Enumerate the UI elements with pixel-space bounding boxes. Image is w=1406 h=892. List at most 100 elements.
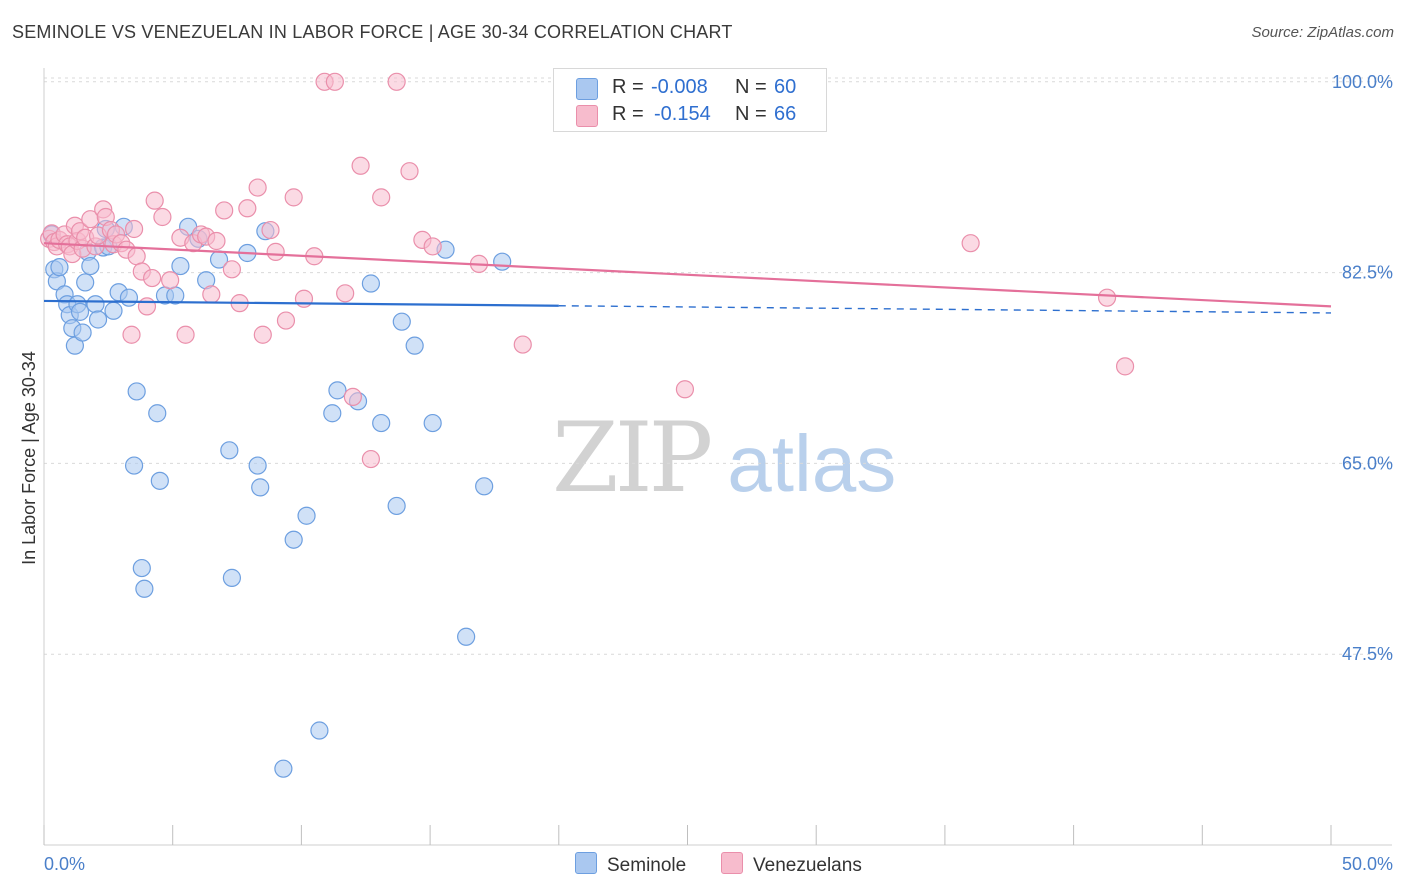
seminole-point[interactable]	[284, 530, 303, 549]
seminole-point[interactable]	[86, 295, 105, 314]
seminole-point[interactable]	[493, 252, 512, 271]
seminole-point[interactable]	[70, 302, 90, 321]
venezuelan-point[interactable]	[387, 72, 406, 91]
legend-row-venezuelans: R = -0.154 N = 66	[554, 101, 826, 129]
axes	[43, 68, 1392, 846]
chart-title: SEMINOLE VS VENEZUELAN IN LABOR FORCE | …	[12, 22, 733, 42]
y-tick-label: 47.5%	[1342, 644, 1393, 664]
y-tick-label: 100.0%	[1332, 72, 1393, 92]
seminole-point[interactable]	[148, 404, 167, 423]
venezuelan-point[interactable]	[248, 178, 267, 197]
seminole-point[interactable]	[405, 336, 424, 355]
seminole-point[interactable]	[88, 310, 108, 329]
x-tick-label-min: 0.0%	[44, 854, 85, 874]
venezuelan-point[interactable]	[1097, 288, 1117, 307]
venezuelan-point[interactable]	[266, 242, 285, 261]
series-seminole	[42, 217, 512, 778]
seminole-point[interactable]	[222, 568, 242, 587]
venezuelan-point[interactable]	[1115, 357, 1135, 376]
seminole-point[interactable]	[127, 382, 146, 401]
seminole-point[interactable]	[323, 404, 342, 423]
seminole-point[interactable]	[81, 256, 100, 276]
venezuelan-point[interactable]	[400, 162, 419, 181]
venezuelan-point[interactable]	[423, 237, 442, 256]
venezuelan-point[interactable]	[238, 199, 257, 218]
seminole-point[interactable]	[457, 627, 476, 646]
r-value: -0.008	[651, 76, 708, 98]
r-label: R =	[612, 103, 644, 125]
seminole-point[interactable]	[251, 478, 270, 497]
series-venezuelans	[40, 72, 1135, 469]
venezuelan-point[interactable]	[294, 289, 314, 308]
r-label: R =	[612, 76, 644, 98]
seminole-point[interactable]	[248, 456, 267, 475]
venezuelan-point[interactable]	[675, 380, 695, 399]
seminole-point[interactable]	[171, 256, 190, 276]
y-tick-label: 65.0%	[1342, 453, 1393, 473]
venezuelan-point[interactable]	[372, 188, 391, 207]
grid-lines	[44, 77, 1392, 655]
seminole-point[interactable]	[132, 558, 151, 578]
venezuelan-point[interactable]	[284, 188, 303, 207]
legend-item-venezuelans[interactable]: Venezuelans	[721, 852, 862, 877]
seminole-point[interactable]	[423, 413, 442, 433]
seminole-point[interactable]	[372, 413, 391, 433]
n-label: N =	[735, 103, 767, 125]
venezuelan-point[interactable]	[215, 201, 234, 220]
venezuelan-point[interactable]	[336, 284, 355, 303]
venezuelan-point[interactable]	[361, 449, 380, 469]
seminole-point[interactable]	[76, 273, 95, 292]
seminole-point[interactable]	[392, 312, 411, 331]
seminole-point[interactable]	[124, 456, 144, 475]
r-value: -0.154	[654, 103, 711, 125]
venezuelan-point[interactable]	[222, 260, 242, 279]
venezuelan-point[interactable]	[161, 271, 180, 290]
legend-item-seminole[interactable]: Seminole	[575, 852, 686, 877]
seminole-point[interactable]	[104, 301, 123, 320]
venezuelan-point[interactable]	[343, 387, 362, 406]
venezuelan-trend-line	[43, 242, 1332, 308]
seminole-point[interactable]	[475, 477, 494, 496]
venezuelan-point[interactable]	[145, 191, 164, 210]
venezuelan-point[interactable]	[325, 72, 344, 91]
n-label: N =	[735, 76, 767, 98]
seminole-point[interactable]	[135, 579, 154, 598]
venezuelan-point[interactable]	[202, 285, 221, 304]
legend-label-venezuelans: Venezuelans	[753, 855, 862, 876]
y-axis-label: In Labor Force | Age 30-34	[19, 351, 39, 565]
venezuelan-point[interactable]	[122, 325, 141, 344]
seminole-point[interactable]	[50, 258, 69, 277]
seminole-point[interactable]	[220, 441, 239, 460]
venezuelan-point[interactable]	[124, 219, 144, 239]
venezuelan-point[interactable]	[207, 231, 226, 251]
seminole-point[interactable]	[328, 381, 347, 400]
venezuelan-point[interactable]	[143, 268, 162, 288]
seminole-point[interactable]	[387, 496, 406, 516]
venezuelan-point[interactable]	[261, 220, 280, 240]
legend-row-seminole: R = -0.008 N = 60	[554, 74, 826, 102]
seminole-point[interactable]	[274, 759, 293, 778]
seminole-point[interactable]	[119, 288, 139, 307]
y-tick-label: 82.5%	[1342, 263, 1393, 283]
venezuelan-point[interactable]	[137, 297, 157, 316]
venezuelan-point[interactable]	[127, 247, 146, 266]
venezuelan-point[interactable]	[513, 335, 532, 354]
x-tick-label-max: 50.0%	[1342, 854, 1393, 874]
trend-lines	[43, 242, 1332, 314]
source-label: Source: ZipAtlas.com	[1251, 24, 1394, 41]
seminole-point[interactable]	[73, 323, 92, 342]
n-value: 60	[774, 76, 797, 98]
seminole-point[interactable]	[150, 471, 169, 490]
venezuelan-point[interactable]	[961, 234, 980, 253]
seminole-point[interactable]	[297, 506, 316, 525]
venezuelan-point[interactable]	[276, 311, 296, 330]
venezuelan-point[interactable]	[153, 207, 172, 227]
seminole-swatch	[576, 78, 598, 100]
seminole-point[interactable]	[361, 274, 380, 293]
venezuelan-point[interactable]	[351, 156, 370, 175]
seminole-point[interactable]	[310, 721, 329, 740]
seminole-swatch	[575, 852, 597, 874]
venezuelan-point[interactable]	[253, 325, 272, 344]
seminole-trend-line-extrapolated	[558, 305, 1332, 314]
venezuelan-point[interactable]	[176, 325, 195, 344]
